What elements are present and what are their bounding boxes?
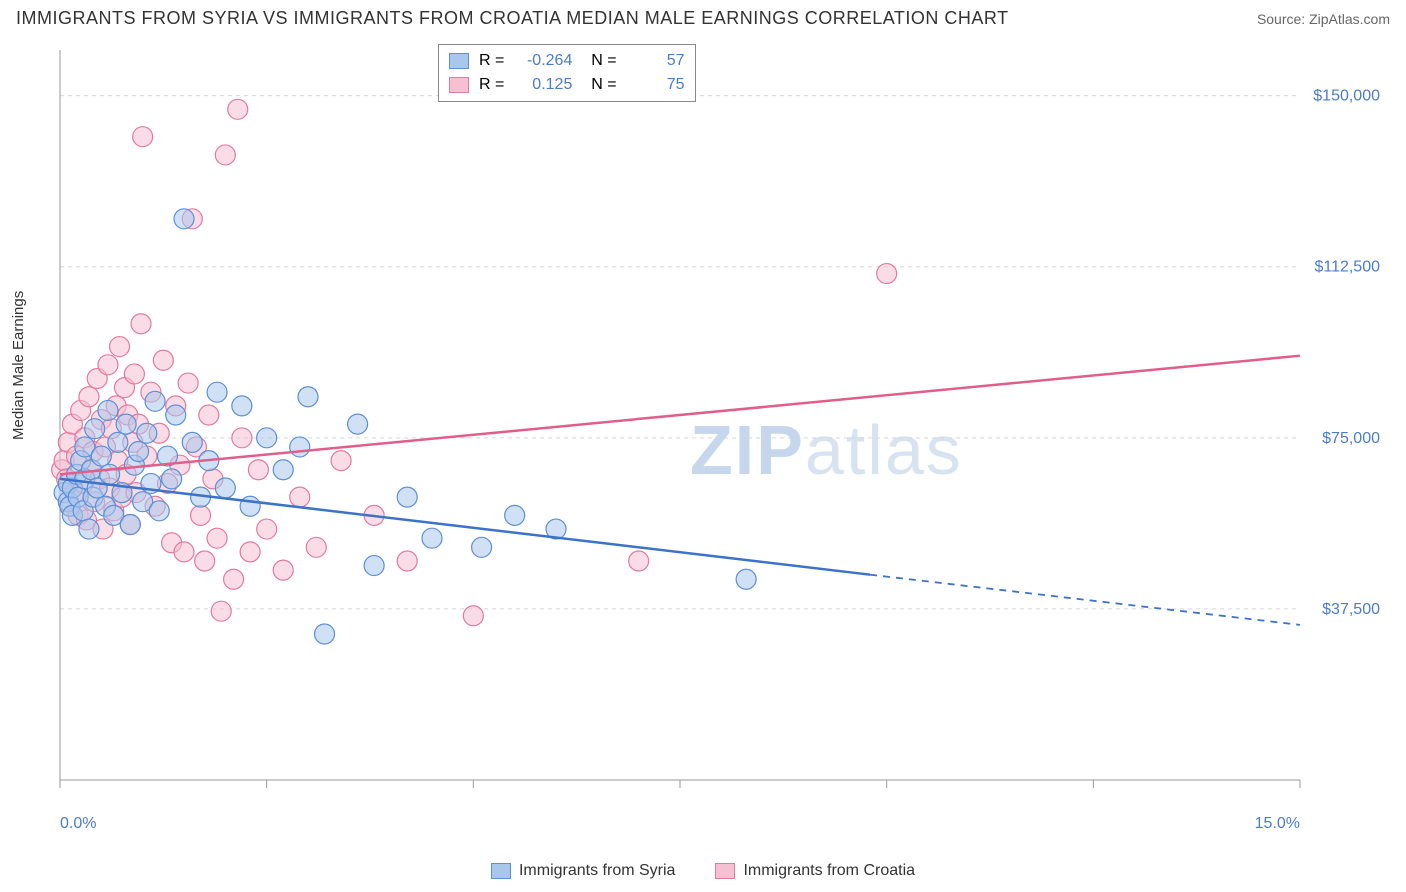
swatch-blue-icon xyxy=(449,53,469,69)
chart-title: IMMIGRANTS FROM SYRIA VS IMMIGRANTS FROM… xyxy=(16,8,1009,29)
swatch-pink-icon xyxy=(715,863,735,879)
legend-item-blue: Immigrants from Syria xyxy=(491,862,675,880)
svg-text:0.0%: 0.0% xyxy=(60,815,96,830)
svg-text:$112,500: $112,500 xyxy=(1314,259,1380,276)
stats-n-label: N = xyxy=(582,49,616,73)
stats-row-blue: R = -0.264 N = 57 xyxy=(449,49,685,73)
chart-area: ZIPatlas $37,500$75,000$112,500$150,0000… xyxy=(50,40,1390,830)
legend-label-blue: Immigrants from Syria xyxy=(519,862,675,880)
y-axis-label: Median Male Earnings xyxy=(10,291,27,440)
stats-r-pink: 0.125 xyxy=(514,73,572,97)
stats-n-label: N = xyxy=(582,73,616,97)
swatch-blue-icon xyxy=(491,863,511,879)
chart-svg: $37,500 $75,000 $112,500 $150,000 0.0% 15.0% xyxy=(50,40,1390,830)
swatch-pink-icon xyxy=(449,77,469,93)
source-label: Source: ZipAtlas.com xyxy=(1257,11,1390,27)
stats-r-blue: -0.264 xyxy=(514,49,572,73)
stats-n-blue: 57 xyxy=(627,49,685,73)
legend-item-pink: Immigrants from Croatia xyxy=(715,862,915,880)
stats-row-pink: R = 0.125 N = 75 xyxy=(449,73,685,97)
svg-text:$75,000: $75,000 xyxy=(1322,430,1380,447)
bottom-legend: Immigrants from Syria Immigrants from Cr… xyxy=(0,862,1406,880)
stats-r-label: R = xyxy=(479,73,504,97)
svg-text:15.0%: 15.0% xyxy=(1255,815,1300,830)
stats-n-pink: 75 xyxy=(627,73,685,97)
svg-text:$37,500: $37,500 xyxy=(1322,601,1380,618)
legend-label-pink: Immigrants from Croatia xyxy=(743,862,915,880)
stats-legend: R = -0.264 N = 57 R = 0.125 N = 75 xyxy=(438,44,696,102)
svg-text:$150,000: $150,000 xyxy=(1313,88,1380,105)
stats-r-label: R = xyxy=(479,49,504,73)
